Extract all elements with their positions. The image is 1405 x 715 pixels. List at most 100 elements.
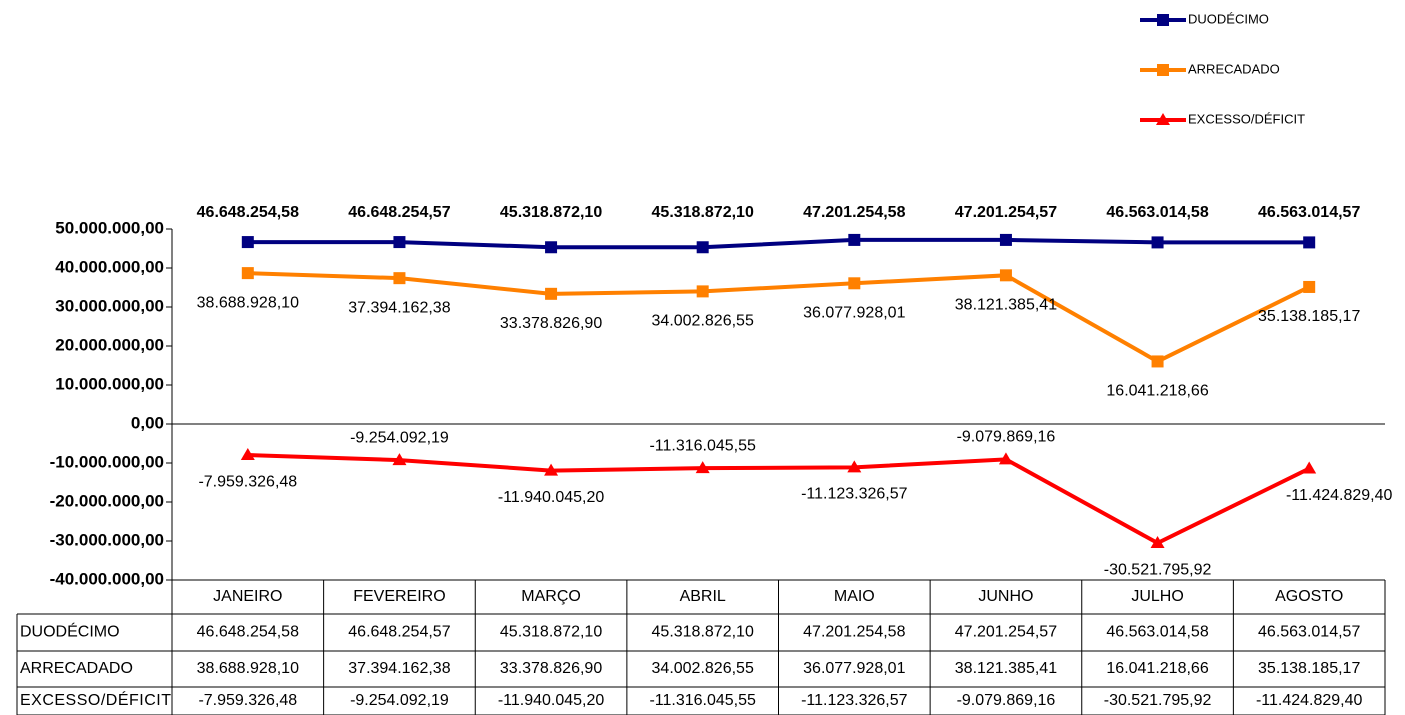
table-cell: 47.201.254,57 — [955, 624, 1057, 641]
table-cell: -9.254.092,19 — [350, 692, 449, 709]
table-cell: -30.521.795,92 — [1104, 692, 1212, 709]
table-header: MARÇO — [521, 588, 581, 605]
marker — [1151, 355, 1164, 368]
marker — [393, 236, 406, 249]
marker — [544, 463, 559, 476]
y-tick-label: 50.000.000,00 — [55, 218, 164, 237]
data-label: 38.121.385,41 — [955, 297, 1057, 314]
data-label: 37.394.162,38 — [348, 299, 450, 316]
series-line — [247, 271, 1311, 364]
table-cell: 47.201.254,58 — [803, 624, 905, 641]
table-cell: 36.077.928,01 — [803, 660, 905, 677]
marker — [999, 233, 1012, 246]
data-label: -11.424.829,40 — [1286, 487, 1393, 504]
table-header: AGOSTO — [1275, 588, 1343, 605]
marker — [240, 448, 255, 461]
legend-label: DUODÉCIMO — [1188, 11, 1269, 26]
data-label: 47.201.254,58 — [803, 204, 905, 221]
table-cell: 45.318.872,10 — [652, 624, 754, 641]
table-cell: 35.138.185,17 — [1258, 660, 1360, 677]
y-tick-label: 0,00 — [131, 413, 164, 432]
data-label: -11.940.045,20 — [498, 489, 605, 506]
table-cell: 45.318.872,10 — [500, 624, 602, 641]
table-cell: 46.563.014,58 — [1106, 624, 1208, 641]
marker — [1151, 236, 1164, 249]
marker — [1303, 280, 1316, 293]
legend-label: EXCESSO/DÉFICIT — [1188, 111, 1305, 126]
table-row-label: DUODÉCIMO — [20, 622, 120, 641]
marker — [696, 241, 709, 254]
data-label: 46.563.014,57 — [1258, 204, 1360, 221]
table-header: FEVEREIRO — [353, 588, 445, 605]
series-line — [247, 453, 1311, 546]
table-header: MAIO — [834, 588, 875, 605]
data-label: 36.077.928,01 — [803, 305, 905, 322]
y-tick-label: 20.000.000,00 — [55, 335, 164, 354]
marker — [848, 233, 861, 246]
legend-label: ARRECADADO — [1188, 61, 1280, 76]
data-label: 33.378.826,90 — [500, 315, 602, 332]
legend-marker — [1156, 113, 1170, 125]
table-cell: 46.648.254,58 — [197, 624, 299, 641]
table-cell: 34.002.826,55 — [652, 660, 754, 677]
table-cell: -7.959.326,48 — [198, 692, 297, 709]
table-header: ABRIL — [680, 588, 726, 605]
marker — [848, 277, 861, 290]
marker — [241, 267, 254, 280]
data-label: 16.041.218,66 — [1106, 383, 1208, 400]
table-cell: -11.123.326,57 — [801, 692, 908, 709]
y-tick-label: -40.000.000,00 — [50, 569, 164, 588]
marker — [1150, 536, 1165, 549]
y-tick-label: -10.000.000,00 — [50, 452, 164, 471]
data-label: 46.563.014,58 — [1106, 204, 1208, 221]
data-label: 38.688.928,10 — [197, 294, 299, 311]
table-cell: 38.688.928,10 — [197, 660, 299, 677]
data-label: -7.959.326,48 — [198, 473, 297, 490]
table-header: JANEIRO — [213, 588, 282, 605]
data-label: 35.138.185,17 — [1258, 308, 1360, 325]
legend-marker — [1157, 14, 1169, 26]
marker — [999, 269, 1012, 282]
table-row-label: ARRECADADO — [20, 660, 133, 677]
y-tick-label: -20.000.000,00 — [50, 491, 164, 510]
y-tick-label: 40.000.000,00 — [55, 257, 164, 276]
data-label: -11.316.045,55 — [649, 437, 756, 454]
table-cell: 16.041.218,66 — [1106, 660, 1208, 677]
y-tick-label: 10.000.000,00 — [55, 374, 164, 393]
marker — [241, 236, 254, 249]
table-cell: 46.563.014,57 — [1258, 624, 1360, 641]
data-label: 45.318.872,10 — [652, 204, 754, 221]
marker — [696, 285, 709, 298]
table-cell: 46.648.254,57 — [348, 624, 450, 641]
marker — [545, 241, 558, 254]
legend-marker — [1157, 64, 1169, 76]
marker — [1303, 236, 1316, 249]
table-header: JULHO — [1131, 588, 1183, 605]
marker — [393, 272, 406, 285]
data-label: -9.079.869,16 — [957, 429, 1056, 446]
marker — [998, 452, 1013, 465]
marker — [545, 287, 558, 300]
marker — [847, 460, 862, 473]
table-cell: -11.424.829,40 — [1256, 692, 1363, 709]
table-cell: -11.316.045,55 — [649, 692, 756, 709]
marker — [695, 461, 710, 474]
data-label: 46.648.254,58 — [197, 204, 299, 221]
table-cell: -9.079.869,16 — [957, 692, 1056, 709]
marker — [1302, 461, 1317, 474]
y-tick-label: 30.000.000,00 — [55, 296, 164, 315]
series-line — [247, 237, 1310, 250]
marker — [392, 453, 407, 466]
data-label: 34.002.826,55 — [652, 313, 754, 330]
y-tick-label: -30.000.000,00 — [50, 530, 164, 549]
data-label: -30.521.795,92 — [1104, 561, 1212, 578]
data-label: -11.123.326,57 — [801, 486, 908, 503]
data-label: 47.201.254,57 — [955, 204, 1057, 221]
table-cell: -11.940.045,20 — [498, 692, 605, 709]
table-header: JUNHO — [978, 588, 1033, 605]
table-row-label: EXCESSO/DÉFICIT — [20, 690, 171, 709]
data-label: 45.318.872,10 — [500, 204, 602, 221]
table-cell: 38.121.385,41 — [955, 660, 1057, 677]
data-label: -9.254.092,19 — [350, 429, 449, 446]
